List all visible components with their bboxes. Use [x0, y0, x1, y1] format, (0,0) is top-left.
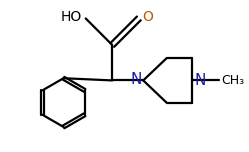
Text: N: N — [131, 72, 142, 87]
Text: HO: HO — [61, 10, 82, 24]
Text: CH₃: CH₃ — [221, 74, 244, 87]
Text: O: O — [142, 10, 153, 24]
Text: N: N — [194, 73, 206, 88]
